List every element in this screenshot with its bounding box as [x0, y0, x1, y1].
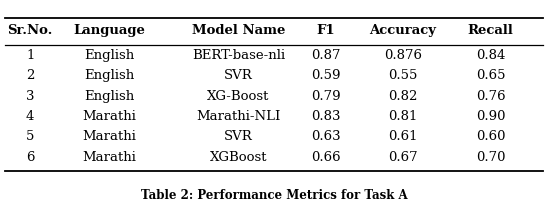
- Text: 0.55: 0.55: [388, 69, 418, 82]
- Text: Recall: Recall: [467, 24, 513, 37]
- Text: 4: 4: [26, 110, 35, 123]
- Text: 0.65: 0.65: [476, 69, 505, 82]
- Text: Accuracy: Accuracy: [369, 24, 436, 37]
- Text: English: English: [84, 69, 135, 82]
- Text: English: English: [84, 49, 135, 62]
- Text: 0.87: 0.87: [311, 49, 341, 62]
- Text: 1: 1: [26, 49, 35, 62]
- Text: 0.876: 0.876: [384, 49, 422, 62]
- Text: XG-Boost: XG-Boost: [207, 90, 270, 102]
- Text: 0.81: 0.81: [388, 110, 418, 123]
- Text: 0.79: 0.79: [311, 90, 341, 102]
- Text: F1: F1: [317, 24, 335, 37]
- Text: Language: Language: [73, 24, 146, 37]
- Text: XGBoost: XGBoost: [210, 151, 267, 164]
- Text: 0.66: 0.66: [311, 151, 341, 164]
- Text: 0.90: 0.90: [476, 110, 505, 123]
- Text: Marathi-NLI: Marathi-NLI: [196, 110, 281, 123]
- Text: Table 2: Performance Metrics for Task A: Table 2: Performance Metrics for Task A: [141, 189, 407, 202]
- Text: 0.70: 0.70: [476, 151, 505, 164]
- Text: Marathi: Marathi: [83, 110, 136, 123]
- Text: Model Name: Model Name: [192, 24, 285, 37]
- Text: 0.83: 0.83: [311, 110, 341, 123]
- Text: English: English: [84, 90, 135, 102]
- Text: SVR: SVR: [224, 130, 253, 143]
- Text: 3: 3: [26, 90, 35, 102]
- Text: BERT-base-nli: BERT-base-nli: [192, 49, 285, 62]
- Text: 0.60: 0.60: [476, 130, 505, 143]
- Text: 5: 5: [26, 130, 35, 143]
- Text: 0.59: 0.59: [311, 69, 341, 82]
- Text: 0.61: 0.61: [388, 130, 418, 143]
- Text: 0.67: 0.67: [388, 151, 418, 164]
- Text: 0.84: 0.84: [476, 49, 505, 62]
- Text: 0.82: 0.82: [388, 90, 418, 102]
- Text: 6: 6: [26, 151, 35, 164]
- Text: 0.63: 0.63: [311, 130, 341, 143]
- Text: 2: 2: [26, 69, 35, 82]
- Text: SVR: SVR: [224, 69, 253, 82]
- Text: Sr.No.: Sr.No.: [8, 24, 53, 37]
- Text: 0.76: 0.76: [476, 90, 505, 102]
- Text: Marathi: Marathi: [83, 151, 136, 164]
- Text: Marathi: Marathi: [83, 130, 136, 143]
